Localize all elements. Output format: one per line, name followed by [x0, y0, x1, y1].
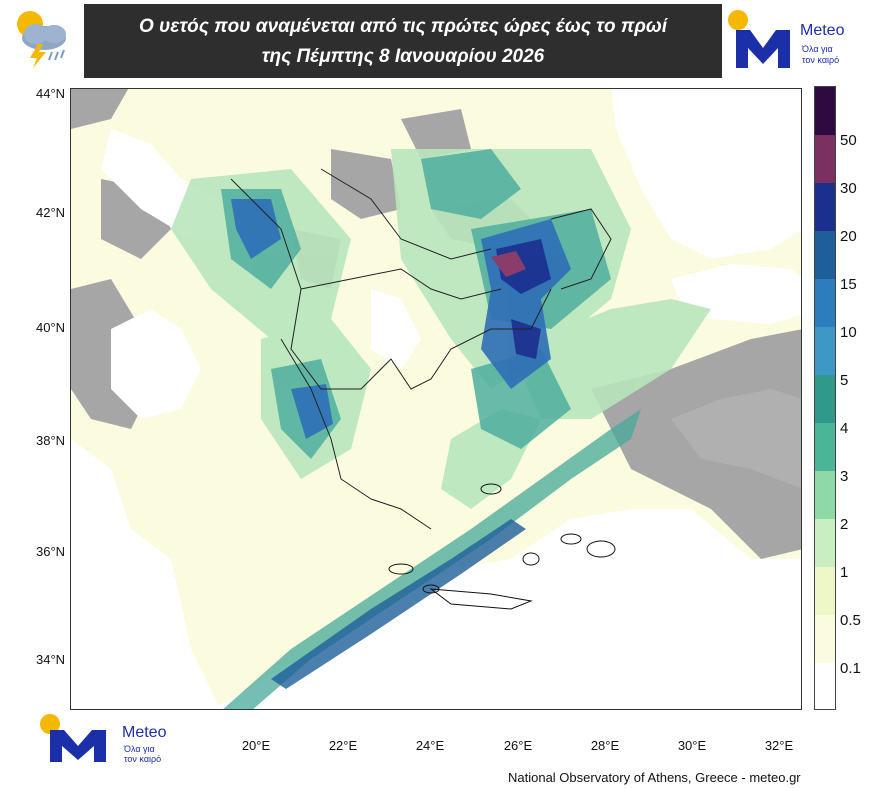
- lon-label: 28°E: [590, 738, 620, 753]
- lon-label: 20°E: [241, 738, 271, 753]
- title-banner: Ο υετός που αναμένεται από τις πρώτες ώρ…: [84, 4, 722, 78]
- colorbar-label: 4: [840, 420, 849, 437]
- colorbar-segment: [815, 327, 835, 375]
- logo-tagline-1: Όλα για: [124, 744, 155, 754]
- lat-label: 44°N: [36, 86, 66, 101]
- lat-label: 42°N: [36, 205, 66, 220]
- colorbar-label: 15: [840, 276, 857, 293]
- lon-label: 24°E: [415, 738, 445, 753]
- max-precip-core: [491, 251, 526, 277]
- colorbar-segment: [815, 567, 835, 615]
- meteo-logo-bottom: Meteo Όλα για τον καιρό: [38, 712, 188, 768]
- colorbar-label: 50: [840, 132, 857, 149]
- colorbar-segment: [815, 279, 835, 327]
- rain-band: [223, 409, 641, 709]
- lon-label: 32°E: [764, 738, 794, 753]
- colorbar-label: 20: [840, 228, 857, 245]
- colorbar-label: 5: [840, 372, 849, 389]
- logo-tagline-2: τον καιρό: [802, 55, 840, 65]
- colorbar-segment: [815, 135, 835, 183]
- colorbar-segment: [815, 87, 835, 135]
- precip-colorbar: [814, 86, 836, 710]
- colorbar-label: 30: [840, 180, 857, 197]
- title-line-2: της Πέμπτης 8 Ιανουαρίου 2026: [261, 46, 545, 67]
- rain-band-core: [271, 519, 526, 689]
- colorbar-label: 0.1: [840, 660, 861, 677]
- island-outlines: [388, 483, 616, 610]
- logo-brand-text: Meteo: [122, 724, 167, 741]
- colorbar-label: 2: [840, 516, 849, 533]
- colorbar-label: 0.5: [840, 612, 861, 629]
- title-line-1: Ο υετός που αναμένεται από τις πρώτες ώρ…: [139, 16, 667, 37]
- lat-label: 38°N: [36, 433, 66, 448]
- country-borders: [230, 168, 612, 530]
- lon-label: 22°E: [328, 738, 358, 753]
- colorbar-segment: [815, 615, 835, 663]
- colorbar-label: 3: [840, 468, 849, 485]
- colorbar-segment: [815, 471, 835, 519]
- colorbar-segment: [815, 519, 835, 567]
- lon-label: 26°E: [503, 738, 533, 753]
- credit-text: National Observatory of Athens, Greece -…: [508, 770, 801, 785]
- lon-label: 30°E: [677, 738, 707, 753]
- colorbar-segment: [815, 423, 835, 471]
- lat-label: 34°N: [36, 652, 66, 667]
- logo-brand-text: Meteo: [800, 22, 845, 39]
- logo-tagline-2: τον καιρό: [124, 754, 162, 764]
- meteo-m-icon: [728, 10, 790, 68]
- lat-label: 40°N: [36, 320, 66, 335]
- weather-storm-icon: [8, 6, 78, 72]
- colorbar-label: 1: [840, 564, 849, 581]
- colorbar-segment: [815, 231, 835, 279]
- lat-label: 36°N: [36, 544, 66, 559]
- meteo-m-icon: [40, 714, 106, 762]
- map-svg: [71, 89, 801, 709]
- colorbar-segment: [815, 663, 835, 709]
- logo-tagline-1: Όλα για: [802, 44, 833, 54]
- precipitation-map: [70, 88, 802, 710]
- colorbar-segment: [815, 183, 835, 231]
- meteo-logo-top: Meteo Όλα για τον καιρό: [728, 8, 858, 74]
- colorbar-segment: [815, 375, 835, 423]
- colorbar-label: 10: [840, 324, 857, 341]
